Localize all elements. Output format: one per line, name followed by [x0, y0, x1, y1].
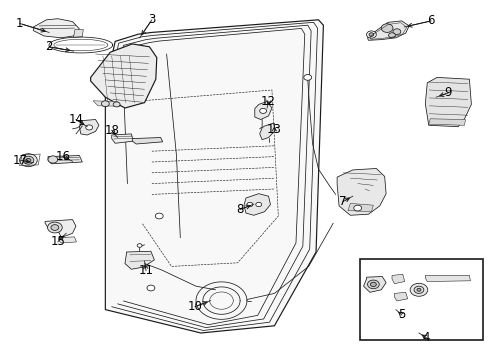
Circle shape: [23, 156, 34, 164]
Polygon shape: [132, 138, 163, 144]
Circle shape: [147, 60, 155, 66]
Circle shape: [368, 280, 379, 289]
Text: 3: 3: [148, 13, 156, 26]
Polygon shape: [33, 19, 79, 38]
Polygon shape: [394, 292, 408, 301]
Circle shape: [369, 33, 374, 36]
Circle shape: [51, 225, 59, 230]
Polygon shape: [364, 276, 386, 292]
Text: 13: 13: [267, 123, 282, 136]
Text: 15: 15: [50, 235, 65, 248]
Circle shape: [389, 33, 395, 38]
Polygon shape: [45, 220, 76, 238]
Polygon shape: [244, 194, 270, 215]
Polygon shape: [91, 44, 157, 108]
Text: 12: 12: [261, 95, 276, 108]
Circle shape: [367, 31, 376, 38]
Circle shape: [381, 24, 393, 32]
Polygon shape: [425, 77, 471, 127]
Circle shape: [393, 29, 401, 35]
Circle shape: [20, 154, 37, 167]
Circle shape: [354, 205, 362, 211]
Text: 8: 8: [236, 203, 244, 216]
Text: 9: 9: [444, 86, 452, 99]
Polygon shape: [255, 102, 272, 120]
Text: 17: 17: [13, 154, 28, 167]
Circle shape: [26, 158, 31, 162]
Circle shape: [137, 244, 142, 247]
Circle shape: [410, 283, 428, 296]
Circle shape: [147, 285, 155, 291]
Polygon shape: [368, 21, 409, 40]
Text: 16: 16: [55, 150, 70, 163]
Circle shape: [155, 213, 163, 219]
Polygon shape: [260, 123, 275, 140]
Polygon shape: [93, 101, 120, 106]
Text: 2: 2: [45, 40, 53, 53]
Polygon shape: [74, 30, 83, 37]
Circle shape: [86, 125, 93, 130]
Circle shape: [304, 75, 312, 80]
Text: 4: 4: [422, 331, 430, 344]
Circle shape: [48, 156, 58, 163]
Circle shape: [48, 222, 62, 233]
Bar: [360, 259, 483, 340]
Circle shape: [256, 202, 262, 207]
Circle shape: [101, 101, 109, 107]
Polygon shape: [59, 237, 76, 243]
Text: 14: 14: [69, 113, 83, 126]
Circle shape: [414, 286, 424, 293]
Text: 7: 7: [339, 195, 347, 208]
Polygon shape: [392, 274, 405, 284]
Text: 10: 10: [188, 300, 202, 313]
Polygon shape: [79, 120, 99, 135]
Polygon shape: [429, 119, 466, 125]
Text: 5: 5: [398, 309, 406, 321]
Text: 11: 11: [139, 264, 153, 277]
Circle shape: [417, 288, 421, 291]
Polygon shape: [48, 156, 82, 164]
Circle shape: [113, 102, 120, 107]
Text: 1: 1: [16, 17, 24, 30]
Polygon shape: [112, 134, 133, 143]
Polygon shape: [348, 203, 373, 212]
Polygon shape: [425, 275, 470, 282]
Polygon shape: [105, 20, 323, 333]
Polygon shape: [125, 251, 154, 269]
Text: 6: 6: [427, 14, 435, 27]
Circle shape: [247, 202, 253, 207]
Circle shape: [260, 108, 267, 113]
Polygon shape: [337, 168, 386, 215]
Text: 18: 18: [104, 124, 119, 137]
Circle shape: [370, 282, 376, 287]
